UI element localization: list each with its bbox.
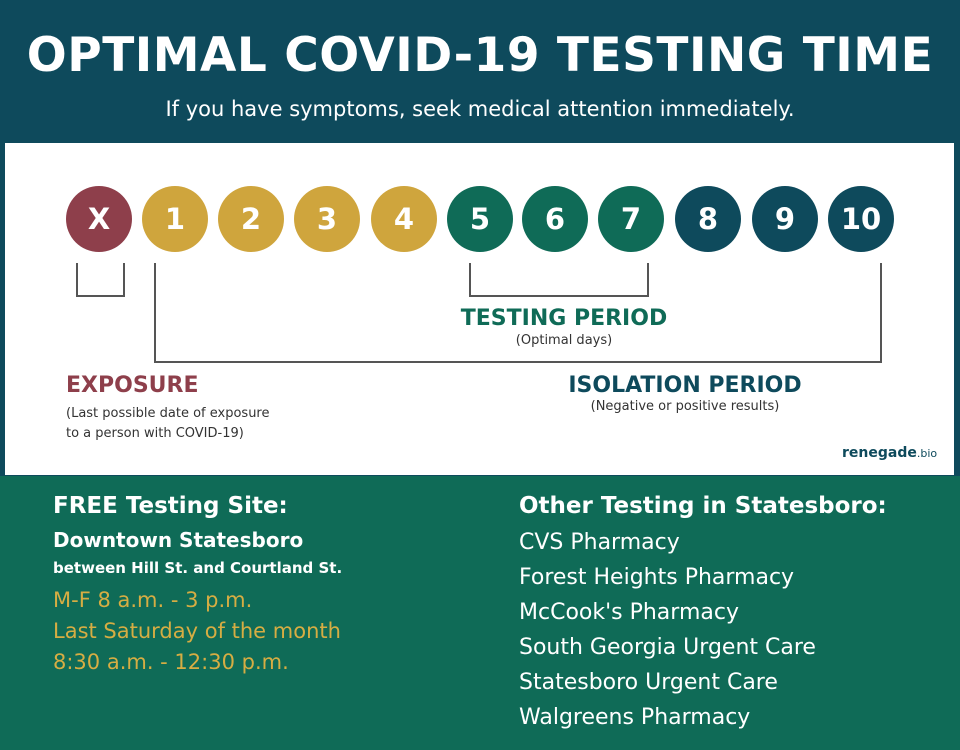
day-circle: 5 [447, 186, 513, 252]
other-testing-heading: Other Testing in Statesboro: [519, 493, 887, 519]
page-subtitle: If you have symptoms, seek medical atten… [165, 97, 795, 121]
testing-period-label: TESTING PERIOD [460, 306, 668, 331]
header-banner: OPTIMAL COVID-19 TESTING TIME If you hav… [0, 0, 960, 142]
exposure-bracket [76, 263, 125, 297]
testing-period-note: (Optimal days) [515, 333, 613, 348]
other-testing-location: Statesboro Urgent Care [519, 670, 778, 695]
testing-period-bracket [469, 263, 649, 297]
day-circle: 3 [294, 186, 360, 252]
free-site-cross-streets: between Hill St. and Courtland St. [53, 559, 343, 577]
day-circle: 7 [598, 186, 664, 252]
other-testing-location: Forest Heights Pharmacy [519, 565, 795, 590]
page-title: OPTIMAL COVID-19 TESTING TIME [26, 28, 934, 83]
free-site-hours-line: 8:30 a.m. - 12:30 p.m. [53, 650, 289, 674]
day-circle: 1 [142, 186, 208, 252]
day-circle: X [66, 186, 132, 252]
day-circle: 4 [371, 186, 437, 252]
brand-logo: renegade.bio [842, 445, 937, 461]
free-site-location: Downtown Statesboro [53, 528, 304, 552]
brand-name: renegade [842, 445, 917, 461]
other-testing-location: South Georgia Urgent Care [519, 635, 816, 660]
isolation-period-label: ISOLATION PERIOD [568, 373, 802, 398]
free-site-hours-line: M-F 8 a.m. - 3 p.m. [53, 588, 253, 612]
isolation-period-note: (Negative or positive results) [590, 399, 780, 414]
day-circle: 2 [218, 186, 284, 252]
other-testing-location: Walgreens Pharmacy [519, 705, 751, 730]
day-circle: 6 [522, 186, 588, 252]
brand-tld: .bio [916, 447, 938, 460]
exposure-note-line2: to a person with COVID-19) [66, 426, 244, 441]
day-circle: 9 [752, 186, 818, 252]
exposure-note-line1: (Last possible date of exposure [66, 406, 270, 421]
other-testing-location: McCook's Pharmacy [519, 600, 739, 625]
isolation-period-bracket [154, 263, 882, 363]
free-site-heading: FREE Testing Site: [53, 493, 288, 519]
day-circle: 10 [828, 186, 894, 252]
exposure-label: EXPOSURE [66, 373, 199, 398]
footer-panel [0, 476, 960, 750]
day-circle: 8 [675, 186, 741, 252]
free-site-hours-line: Last Saturday of the month [53, 619, 341, 643]
other-testing-location: CVS Pharmacy [519, 530, 680, 555]
